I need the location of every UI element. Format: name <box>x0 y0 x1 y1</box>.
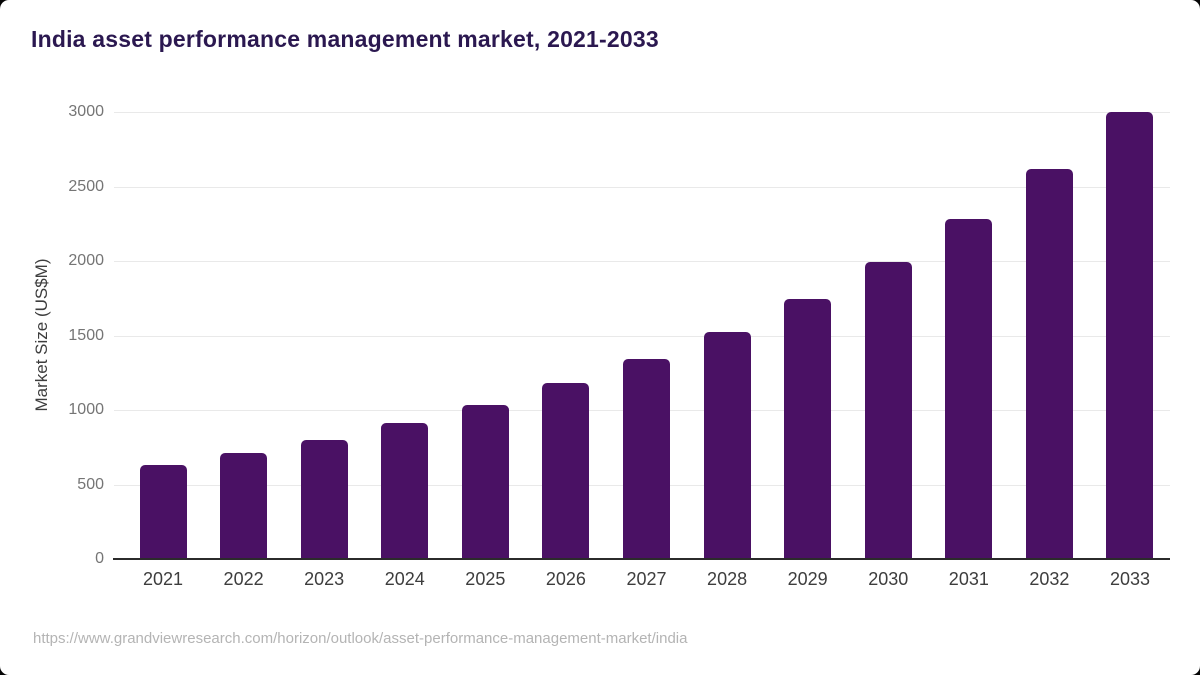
x-tick-label-2029: 2029 <box>787 569 828 589</box>
bar-2030 <box>864 261 912 559</box>
y-axis-tick-labels: 0 500 1000 1500 2000 2500 3000 <box>0 103 104 567</box>
x-tick-label-2021: 2021 <box>142 569 184 589</box>
chart-title: India asset performance management marke… <box>31 26 659 52</box>
bar-2028 <box>703 331 751 559</box>
y-tick-label-3000: 3000 <box>68 103 104 120</box>
bar-2025 <box>461 404 509 559</box>
bar-2022 <box>220 453 268 559</box>
y-tick-label-2000: 2000 <box>68 252 104 269</box>
bar-2026 <box>542 383 590 559</box>
x-tick-label-2032: 2032 <box>1029 569 1070 589</box>
x-tick-label-2030: 2030 <box>868 569 909 589</box>
bar-2033 <box>1106 112 1154 559</box>
x-tick-label-2026: 2026 <box>545 569 586 589</box>
source-url: https://www.grandviewresearch.com/horizo… <box>33 630 688 647</box>
x-tick-label-2027: 2027 <box>626 569 667 589</box>
x-tick-label-2024: 2024 <box>384 569 425 589</box>
y-tick-label-2500: 2500 <box>68 177 104 195</box>
bar-2032 <box>1025 168 1073 559</box>
bar-2023 <box>300 439 348 559</box>
bar-2029 <box>784 299 832 559</box>
gridline-2500 <box>114 186 1170 188</box>
x-tick-label-2025: 2025 <box>465 569 506 589</box>
plot-area <box>113 112 1170 560</box>
x-axis-tick-labels: 2021 2022 2023 2024 2025 2026 2027 2028 2029 2030… <box>114 569 1168 593</box>
bar-2031 <box>945 219 993 559</box>
gridline-2000 <box>114 261 1170 262</box>
x-tick-label-2028: 2028 <box>707 569 748 589</box>
x-tick-label-2033: 2033 <box>1109 569 1151 589</box>
gridline-1500 <box>114 335 1170 337</box>
y-tick-label-0: 0 <box>95 550 104 567</box>
y-tick-label-1000: 1000 <box>68 401 104 418</box>
gridline-3000 <box>114 112 1170 113</box>
x-tick-label-2023: 2023 <box>304 569 345 589</box>
bar-2027 <box>622 359 670 559</box>
bar-2024 <box>381 423 429 559</box>
y-tick-label-1500: 1500 <box>68 326 104 344</box>
x-tick-label-2022: 2022 <box>223 569 264 589</box>
x-axis-line <box>113 558 1170 560</box>
bar-2021 <box>139 465 187 559</box>
x-tick-label-2031: 2031 <box>948 569 989 589</box>
y-tick-label-500: 500 <box>77 475 104 493</box>
